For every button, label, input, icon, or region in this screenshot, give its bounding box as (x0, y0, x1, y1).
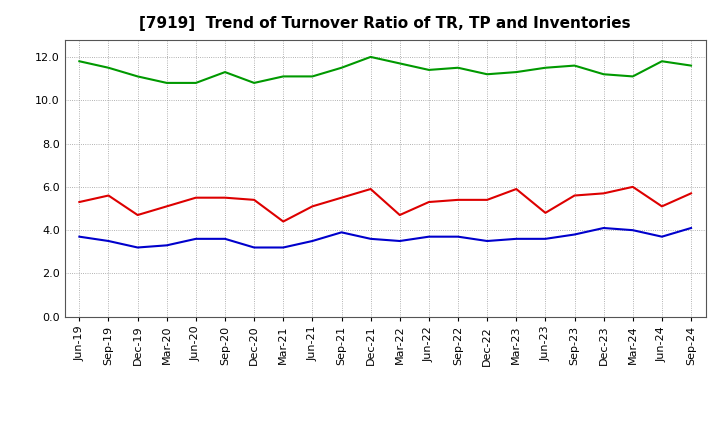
Trade Receivables (395, 213, 404, 218)
Inventories (395, 61, 404, 66)
Trade Receivables (687, 191, 696, 196)
Trade Payables (687, 225, 696, 231)
Trade Receivables (454, 197, 462, 202)
Trade Receivables (541, 210, 550, 216)
Trade Receivables (192, 195, 200, 200)
Inventories (133, 74, 142, 79)
Trade Receivables (104, 193, 113, 198)
Trade Receivables (337, 195, 346, 200)
Inventories (279, 74, 287, 79)
Inventories (337, 65, 346, 70)
Trade Payables (133, 245, 142, 250)
Trade Payables (308, 238, 317, 244)
Trade Payables (395, 238, 404, 244)
Inventories (629, 74, 637, 79)
Inventories (163, 80, 171, 85)
Trade Payables (337, 230, 346, 235)
Trade Receivables (483, 197, 492, 202)
Trade Receivables (629, 184, 637, 190)
Title: [7919]  Trend of Turnover Ratio of TR, TP and Inventories: [7919] Trend of Turnover Ratio of TR, TP… (140, 16, 631, 32)
Trade Payables (279, 245, 287, 250)
Inventories (425, 67, 433, 73)
Trade Receivables (220, 195, 229, 200)
Line: Trade Receivables: Trade Receivables (79, 187, 691, 221)
Trade Receivables (512, 187, 521, 192)
Trade Receivables (75, 199, 84, 205)
Inventories (541, 65, 550, 70)
Trade Payables (75, 234, 84, 239)
Inventories (512, 70, 521, 75)
Trade Payables (454, 234, 462, 239)
Trade Payables (541, 236, 550, 242)
Inventories (250, 80, 258, 85)
Inventories (308, 74, 317, 79)
Inventories (192, 80, 200, 85)
Trade Payables (220, 236, 229, 242)
Inventories (570, 63, 579, 68)
Trade Receivables (250, 197, 258, 202)
Trade Receivables (657, 204, 666, 209)
Inventories (220, 70, 229, 75)
Trade Receivables (279, 219, 287, 224)
Trade Payables (657, 234, 666, 239)
Inventories (687, 63, 696, 68)
Trade Payables (570, 232, 579, 237)
Trade Receivables (163, 204, 171, 209)
Trade Payables (599, 225, 608, 231)
Trade Receivables (366, 187, 375, 192)
Trade Payables (192, 236, 200, 242)
Trade Payables (425, 234, 433, 239)
Trade Receivables (570, 193, 579, 198)
Trade Receivables (425, 199, 433, 205)
Line: Inventories: Inventories (79, 57, 691, 83)
Trade Payables (366, 236, 375, 242)
Trade Payables (629, 227, 637, 233)
Inventories (75, 59, 84, 64)
Trade Receivables (133, 213, 142, 218)
Trade Payables (163, 243, 171, 248)
Trade Payables (104, 238, 113, 244)
Inventories (483, 72, 492, 77)
Trade Payables (512, 236, 521, 242)
Trade Payables (250, 245, 258, 250)
Inventories (599, 72, 608, 77)
Trade Receivables (599, 191, 608, 196)
Inventories (657, 59, 666, 64)
Inventories (104, 65, 113, 70)
Line: Trade Payables: Trade Payables (79, 228, 691, 247)
Trade Payables (483, 238, 492, 244)
Inventories (454, 65, 462, 70)
Inventories (366, 54, 375, 59)
Trade Receivables (308, 204, 317, 209)
